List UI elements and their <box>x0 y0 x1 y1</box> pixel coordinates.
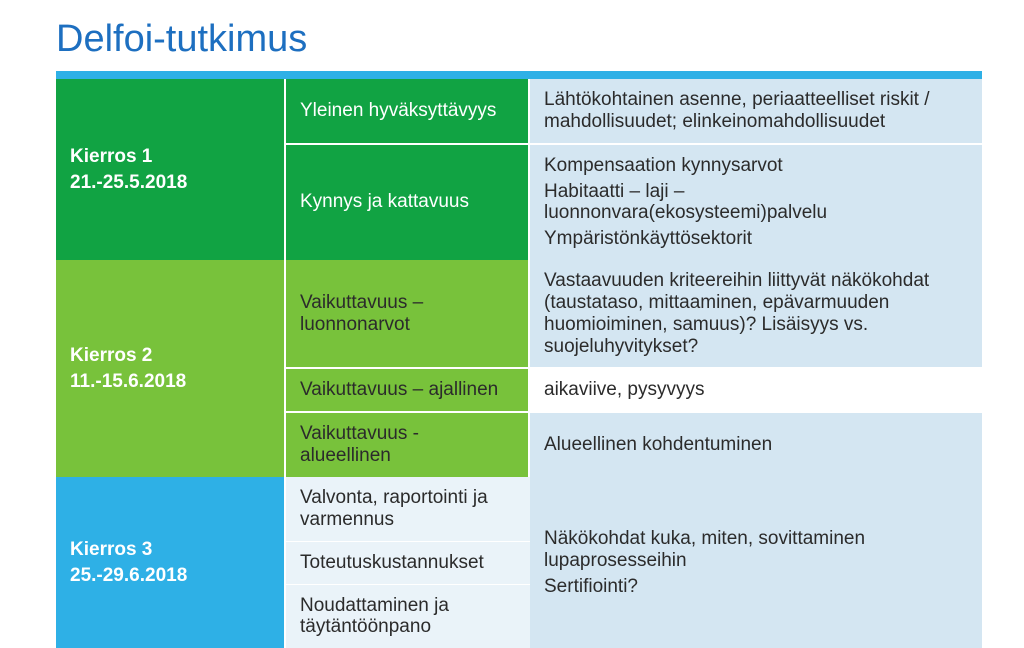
page-title: Delfoi-tutkimus <box>56 18 982 61</box>
table-row: Kierros 2 11.-15.6.2018 Vaikuttavuus – l… <box>56 260 982 369</box>
detail-line: Kompensaation kynnysarvot <box>544 155 968 177</box>
round-label: Kierros 3 <box>70 539 270 561</box>
detail-line: Näkökohdat kuka, miten, sovittaminen lup… <box>544 528 968 572</box>
topic-cell: Valvonta, raportointi ja varmennus <box>286 477 530 542</box>
round-label: Kierros 1 <box>70 146 270 168</box>
detail-cell: Lähtökohtainen asenne, periaatteelliset … <box>530 79 982 145</box>
topic-cell: Noudattaminen ja täytäntöönpano <box>286 585 530 648</box>
detail-cell: Alueellinen kohdentuminen <box>530 413 982 477</box>
detail-line: Habitaatti – laji – luonnonvara(ekosyste… <box>544 181 968 225</box>
title-rule <box>56 71 982 79</box>
round-dates: 25.-29.6.2018 <box>70 565 270 587</box>
detail-cell: Näkökohdat kuka, miten, sovittaminen lup… <box>530 477 982 648</box>
round-dates: 21.-25.5.2018 <box>70 172 270 194</box>
round-cell-3: Kierros 3 25.-29.6.2018 <box>56 477 286 648</box>
detail-cell: aikaviive, pysyvyys <box>530 369 982 413</box>
round-cell-2: Kierros 2 11.-15.6.2018 <box>56 260 286 477</box>
detail-line: Sertifiointi? <box>544 576 968 598</box>
round-dates: 11.-15.6.2018 <box>70 371 270 393</box>
topic-cell: Yleinen hyväksyttävyys <box>286 79 530 145</box>
topic-cell: Vaikuttavuus – ajallinen <box>286 369 530 413</box>
delfoi-table: Kierros 1 21.-25.5.2018 Yleinen hyväksyt… <box>56 79 982 648</box>
table-row: Kierros 3 25.-29.6.2018 Valvonta, raport… <box>56 477 982 542</box>
topic-cell: Toteutuskustannukset <box>286 542 530 585</box>
detail-line: Ympäristönkäyttösektorit <box>544 228 968 250</box>
table-row: Kierros 1 21.-25.5.2018 Yleinen hyväksyt… <box>56 79 982 145</box>
detail-cell: Kompensaation kynnysarvot Habitaatti – l… <box>530 145 982 260</box>
topic-cell: Kynnys ja kattavuus <box>286 145 530 260</box>
slide: Delfoi-tutkimus Kierros 1 21.-25.5.2018 … <box>0 0 1024 644</box>
detail-cell: Vastaavuuden kriteereihin liittyvät näkö… <box>530 260 982 369</box>
topic-cell: Vaikuttavuus - alueellinen <box>286 413 530 477</box>
topic-cell: Vaikuttavuus – luonnonarvot <box>286 260 530 369</box>
round-cell-1: Kierros 1 21.-25.5.2018 <box>56 79 286 260</box>
round-label: Kierros 2 <box>70 345 270 367</box>
